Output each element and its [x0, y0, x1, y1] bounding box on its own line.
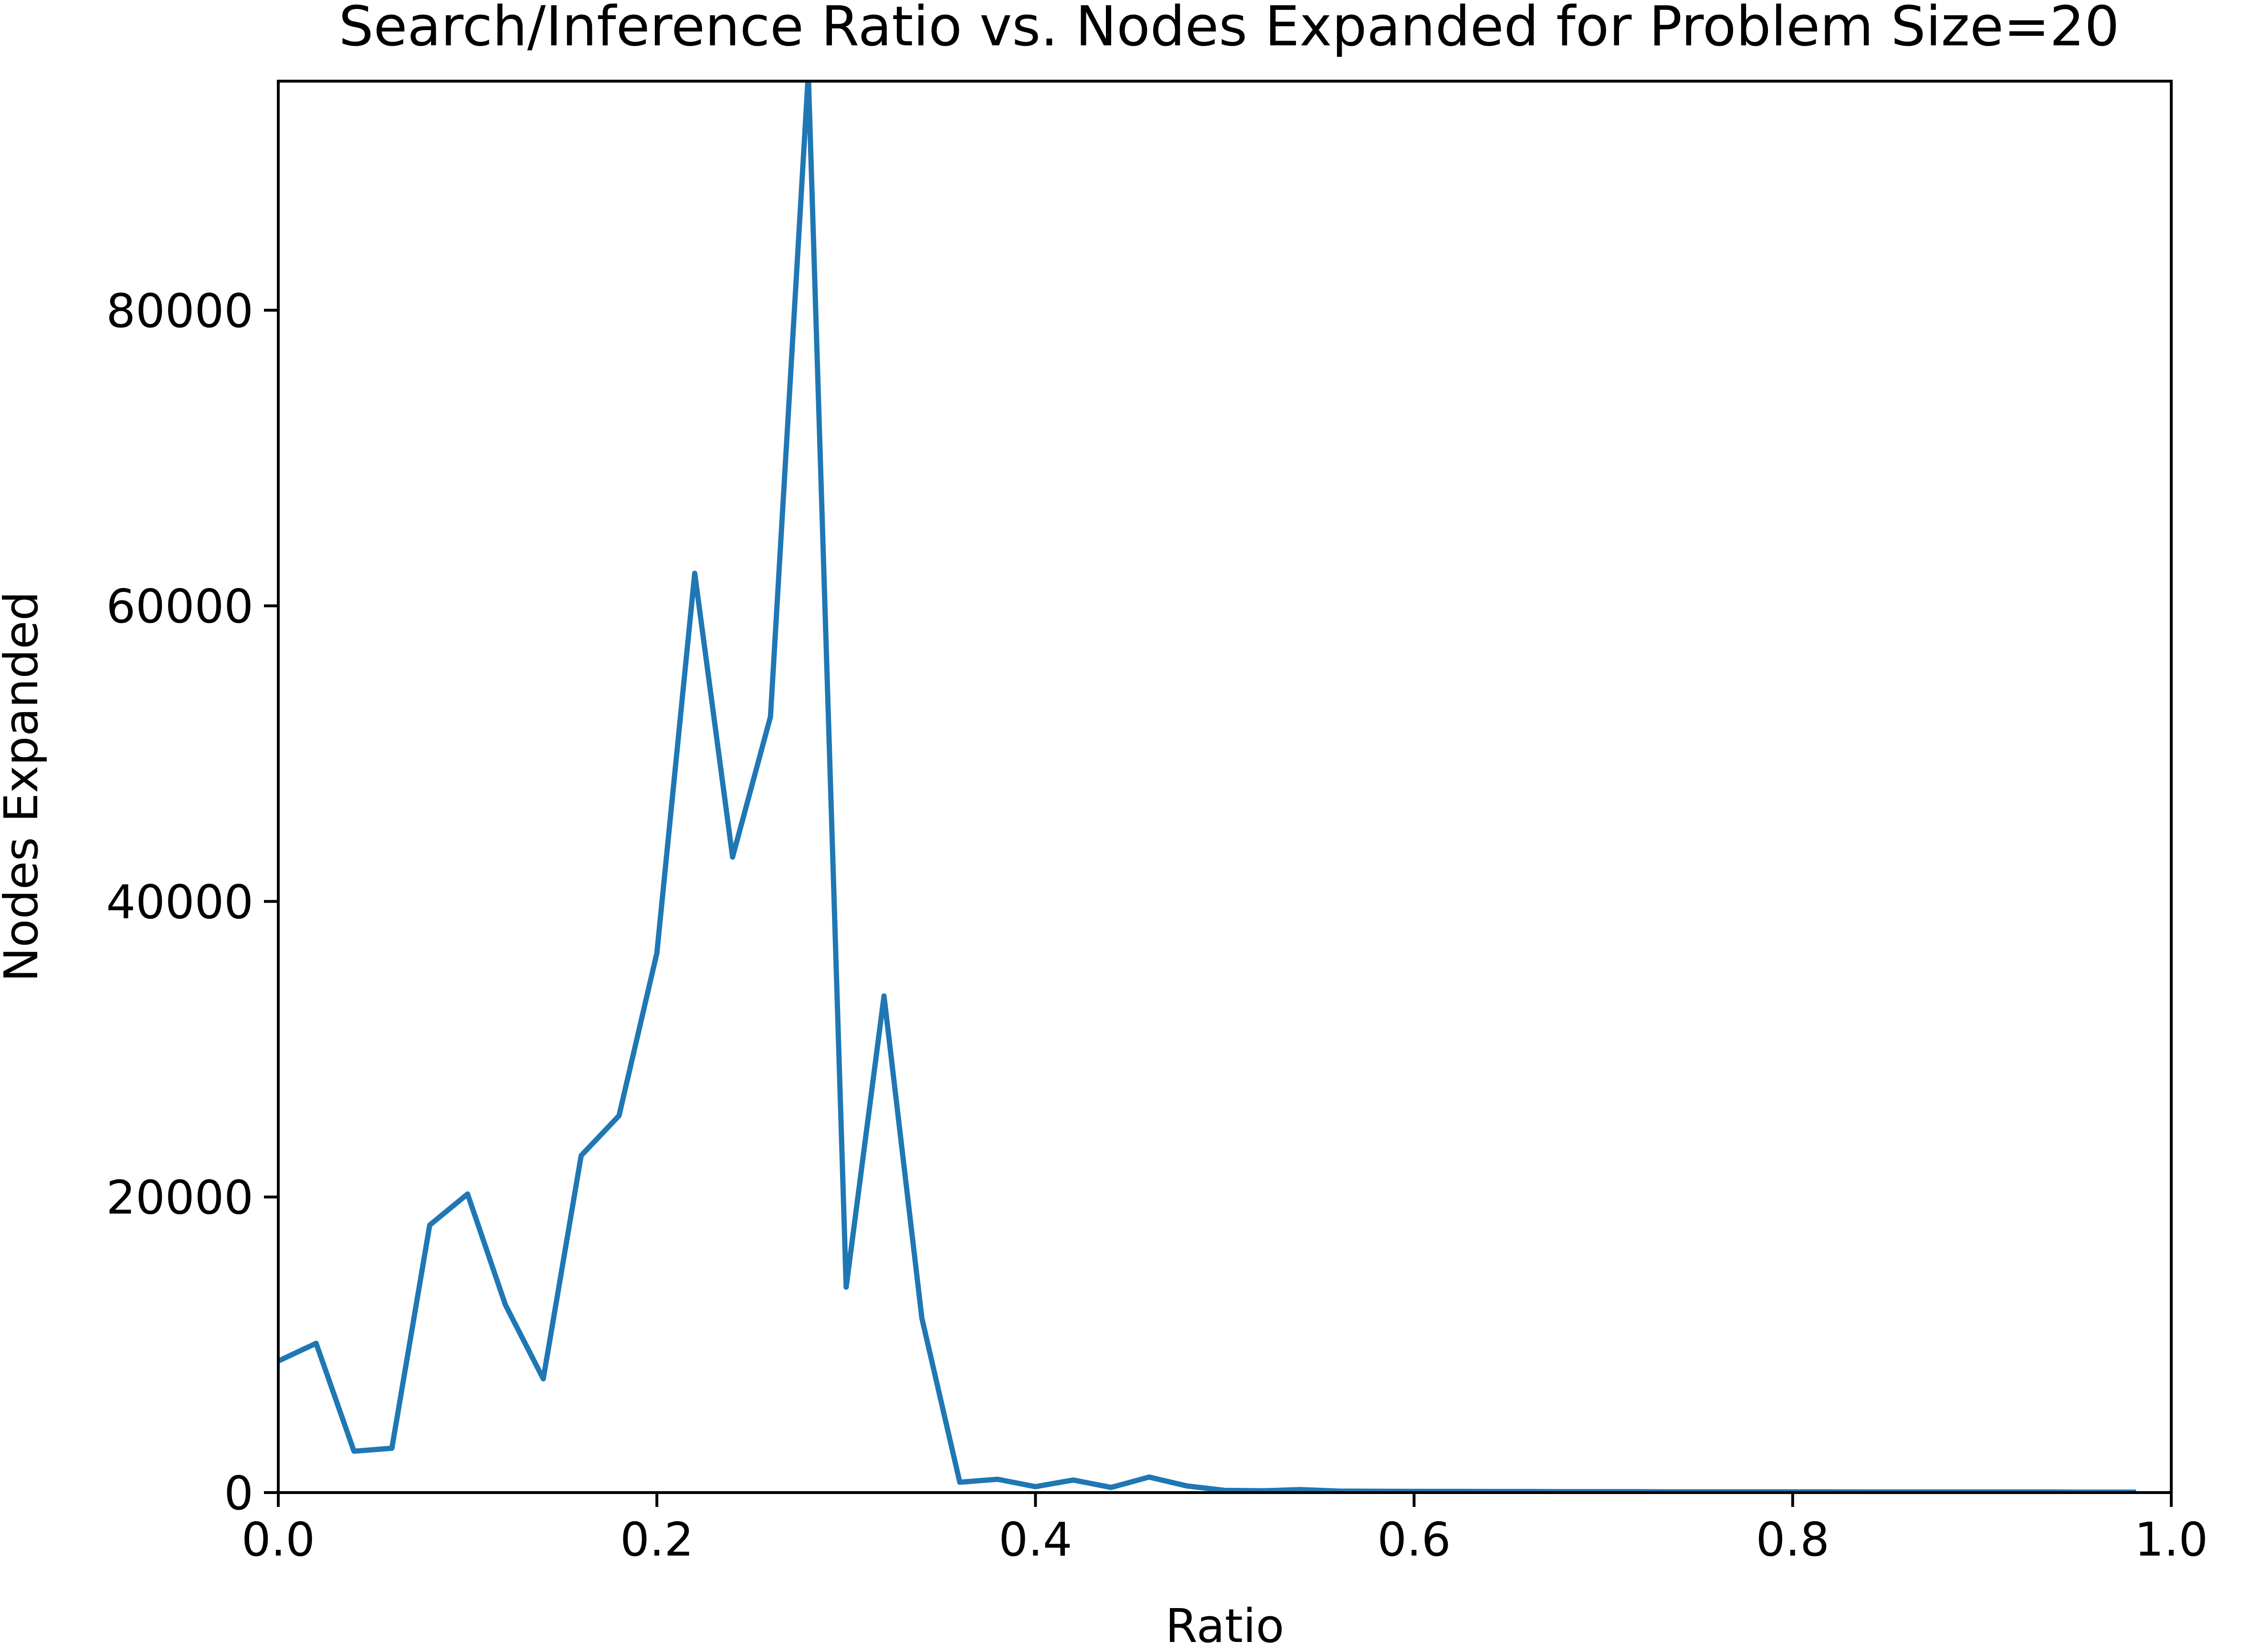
y-axis: 0 20000 40000 60000 80000 — [106, 284, 278, 1520]
y-tick-label: 0 — [224, 1466, 253, 1520]
chart-title: Search/Inference Ratio vs. Nodes Expande… — [339, 0, 2120, 59]
x-axis-label: Ratio — [1165, 1599, 1284, 1652]
x-axis: 0.0 0.2 0.4 0.6 0.8 1.0 — [242, 1493, 2208, 1567]
x-tick-label: 0.8 — [1756, 1513, 1830, 1567]
y-tick-label: 80000 — [106, 284, 253, 338]
x-tick-label: 0.2 — [620, 1513, 694, 1567]
y-axis-label: Nodes Expanded — [0, 591, 48, 982]
x-tick-label: 1.0 — [2135, 1513, 2208, 1567]
y-tick-label: 40000 — [106, 875, 253, 929]
y-tick-label: 60000 — [106, 579, 253, 633]
x-tick-label: 0.6 — [1377, 1513, 1451, 1567]
plot-frame — [277, 80, 2173, 1494]
y-tick-label: 20000 — [106, 1171, 253, 1225]
x-tick-label: 0.0 — [242, 1513, 315, 1567]
x-tick-label: 0.4 — [999, 1513, 1072, 1567]
